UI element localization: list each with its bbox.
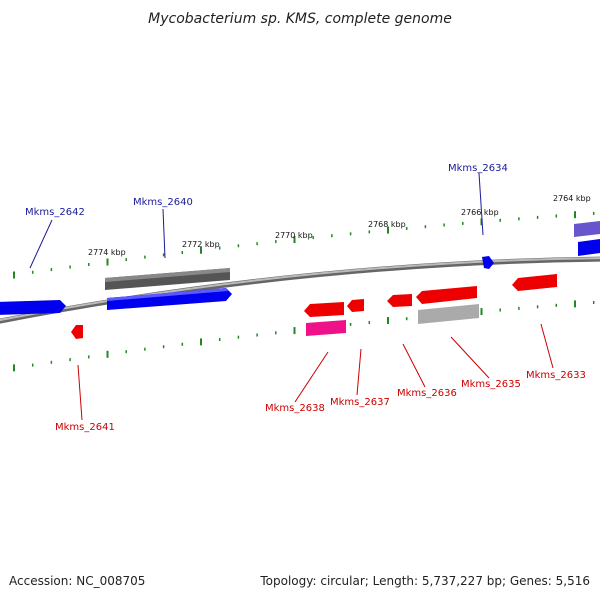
forward-genes — [0, 221, 600, 315]
gene-mkms-2638[interactable] — [304, 302, 344, 317]
gene-mkms-2633[interactable] — [512, 274, 557, 291]
gene-label-mkms-2635[interactable]: Mkms_2635 — [461, 379, 521, 390]
scale-label: 2770 kbp — [275, 231, 313, 240]
scale-label: 2774 kbp — [88, 248, 126, 257]
scale-label: 2772 kbp — [182, 240, 220, 249]
gene-mkms-2637[interactable] — [347, 299, 364, 312]
map-title: Mycobacterium sp. KMS, complete genome — [148, 11, 452, 27]
scale-ticks-outer — [13, 211, 595, 279]
gene-label-mkms-2634[interactable]: Mkms_2634 — [448, 163, 508, 174]
scale-label: 2764 kbp — [553, 194, 591, 203]
gene-mkms-2634[interactable] — [482, 256, 494, 269]
gene-mkms-2635-light[interactable] — [418, 304, 479, 324]
gene-mkms-2638-rna[interactable] — [306, 320, 346, 336]
genome-backbone — [0, 256, 600, 324]
gene-mkms-2636[interactable] — [387, 294, 412, 307]
accession-text: Accession: NC_008705 — [9, 574, 145, 588]
gene-blue-edge[interactable] — [578, 239, 600, 256]
gene-label-mkms-2640[interactable]: Mkms_2640 — [133, 197, 193, 208]
scale-ticks-inner — [13, 300, 595, 372]
label-leaders — [29, 172, 554, 421]
gene-label-mkms-2638[interactable]: Mkms_2638 — [265, 403, 325, 414]
gene-mkms-2640[interactable] — [107, 288, 232, 310]
gene-label-mkms-2636[interactable]: Mkms_2636 — [397, 388, 457, 399]
gene-mkms-2642[interactable] — [0, 300, 66, 315]
gene-label-mkms-2637[interactable]: Mkms_2637 — [330, 397, 390, 408]
scale-label: 2766 kbp — [461, 208, 499, 217]
gene-label-mkms-2642[interactable]: Mkms_2642 — [25, 207, 85, 218]
gene-violet[interactable] — [574, 221, 600, 237]
gene-mkms-2641[interactable] — [71, 325, 83, 339]
gene-labels: Mkms_2642 Mkms_2640 Mkms_2634 Mkms_2641 … — [25, 163, 586, 433]
genome-summary-text: Topology: circular; Length: 5,737,227 bp… — [259, 574, 590, 588]
gene-mkms-2635[interactable] — [416, 286, 477, 304]
gene-label-mkms-2633[interactable]: Mkms_2633 — [526, 370, 586, 381]
scale-labels: 2774 kbp 2772 kbp 2770 kbp 2768 kbp 2766… — [88, 194, 591, 257]
scale-label: 2768 kbp — [368, 220, 406, 229]
reverse-genes — [71, 274, 557, 339]
gene-label-mkms-2641[interactable]: Mkms_2641 — [55, 422, 115, 433]
